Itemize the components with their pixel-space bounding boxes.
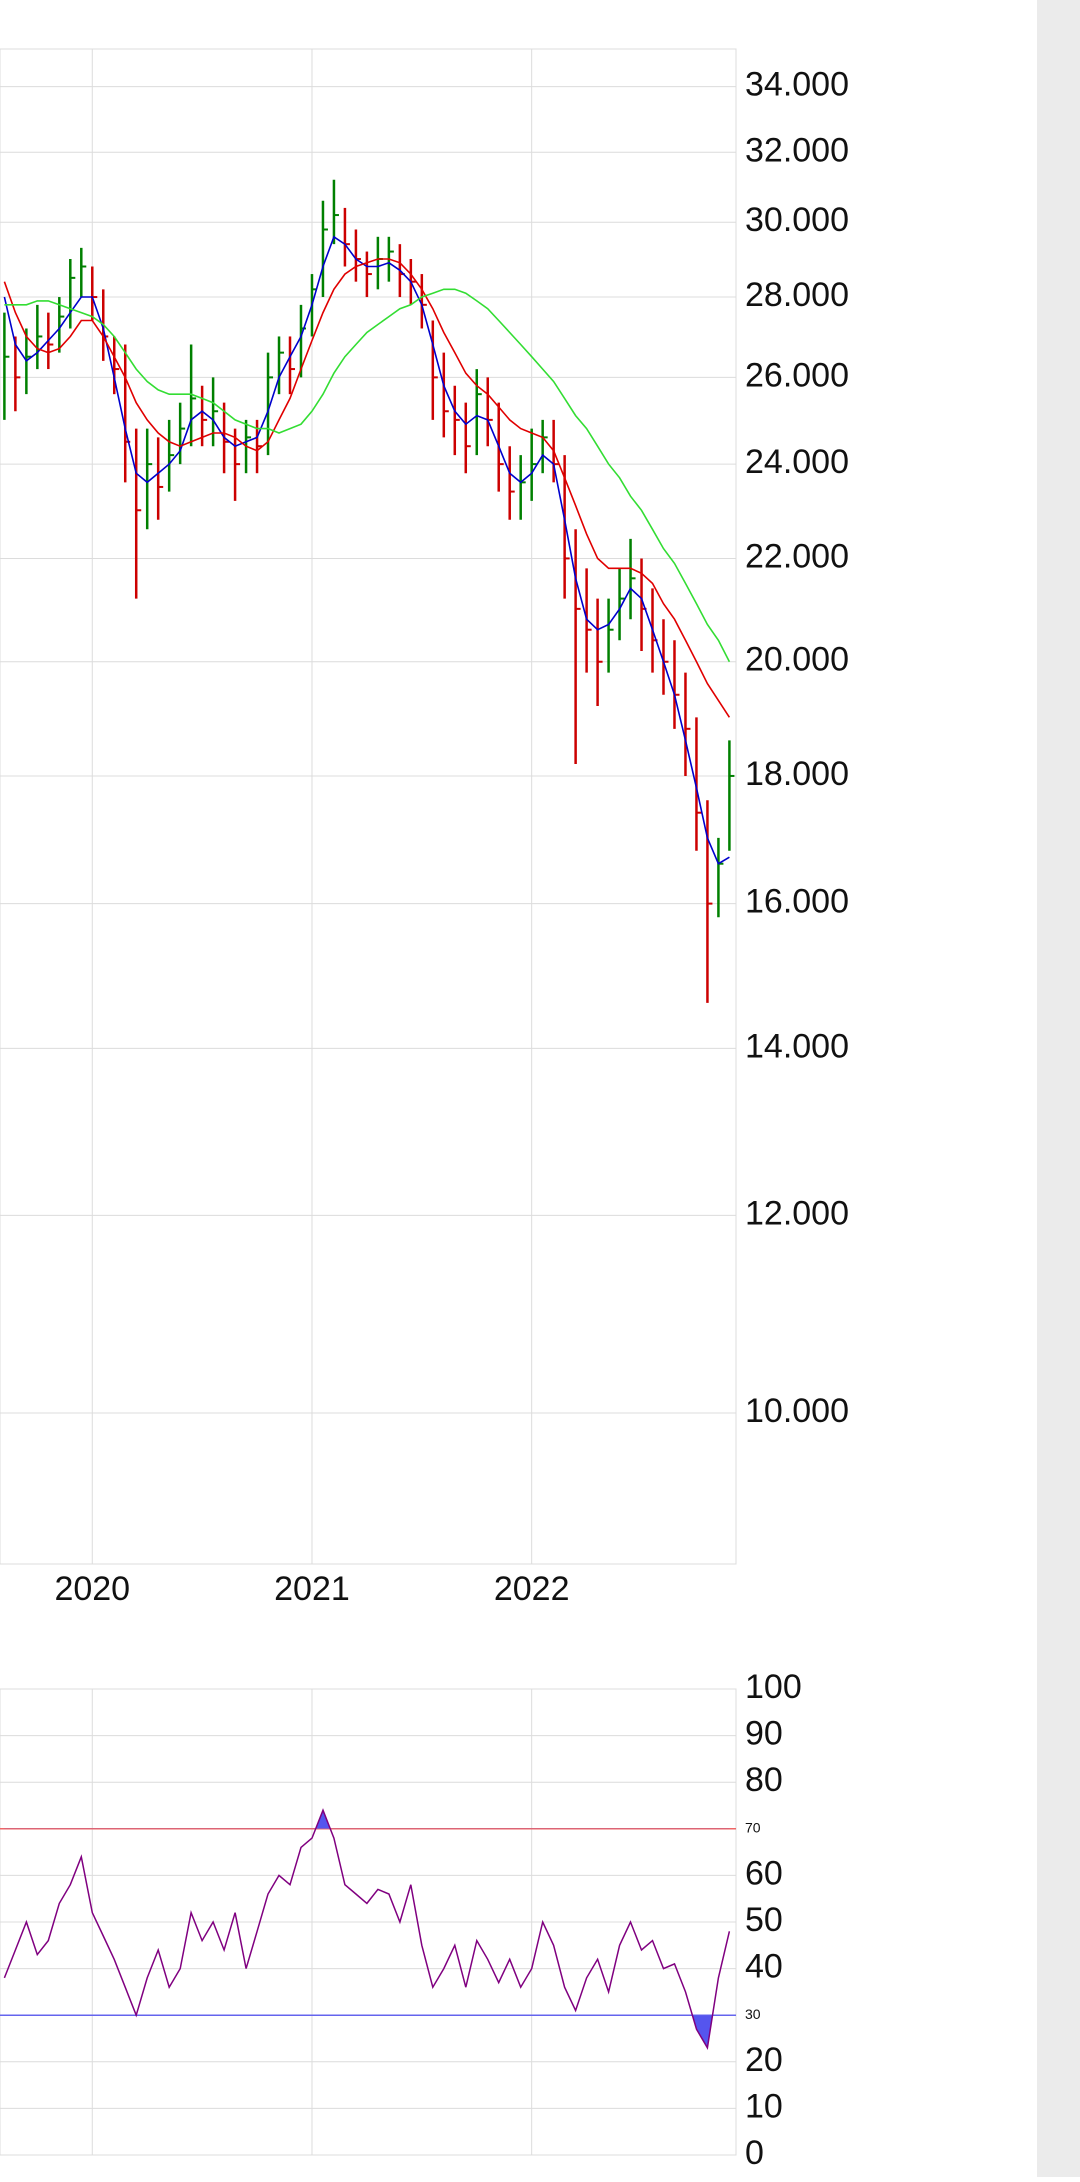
x-tick-label: 2021	[274, 1570, 350, 1608]
y-tick-label: 26.000	[745, 356, 849, 394]
moving-average-line	[4, 288, 731, 663]
level-label: 70	[745, 1820, 761, 1836]
y-tick-label: 80	[745, 1761, 783, 1799]
x-tick-label: 2022	[494, 1570, 570, 1608]
y-tick-label: 10.000	[745, 1392, 849, 1430]
y-tick-label: 90	[745, 1715, 783, 1753]
y-tick-label: 28.000	[745, 276, 849, 314]
y-tick-label: 34.000	[745, 66, 849, 104]
moving-average-line	[3, 258, 731, 718]
level-label: 30	[745, 2006, 761, 2022]
plot-frame	[0, 48, 737, 1565]
y-tick-label: 12.000	[745, 1194, 849, 1232]
y-tick-label: 22.000	[745, 537, 849, 575]
y-tick-label: 30.000	[745, 201, 849, 239]
y-tick-label: 10	[745, 2087, 783, 2125]
y-tick-label: 50	[745, 1901, 783, 1939]
y-tick-label: 20	[745, 2041, 783, 2079]
rsi-line	[3, 1808, 731, 2050]
y-tick-label: 0	[745, 2134, 764, 2172]
y-tick-label: 18.000	[745, 755, 849, 793]
y-tick-label: 16.000	[745, 883, 849, 921]
side-strip	[1037, 0, 1080, 2177]
overbought-fill	[4, 1810, 730, 1829]
x-tick-label: 2020	[54, 1570, 130, 1608]
y-tick-label: 14.000	[745, 1027, 849, 1065]
y-tick-label: 100	[745, 1668, 802, 1706]
y-tick-label: 60	[745, 1854, 783, 1892]
y-tick-label: 20.000	[745, 641, 849, 679]
y-tick-label: 24.000	[745, 443, 849, 481]
oversold-fill	[4, 2015, 730, 2048]
y-tick-label: 40	[745, 1948, 783, 1986]
y-tick-label: 32.000	[745, 131, 849, 169]
moving-average-line	[3, 235, 730, 865]
